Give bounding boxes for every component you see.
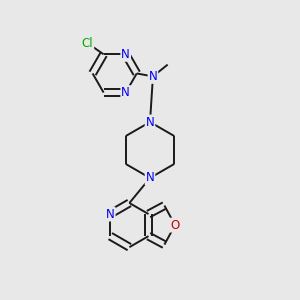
- Text: N: N: [121, 48, 130, 61]
- Text: N: N: [148, 70, 157, 83]
- Text: Cl: Cl: [82, 37, 93, 50]
- Text: N: N: [146, 116, 154, 128]
- Text: N: N: [121, 86, 130, 99]
- Text: O: O: [170, 219, 180, 232]
- Text: N: N: [146, 172, 154, 184]
- Text: N: N: [106, 208, 115, 220]
